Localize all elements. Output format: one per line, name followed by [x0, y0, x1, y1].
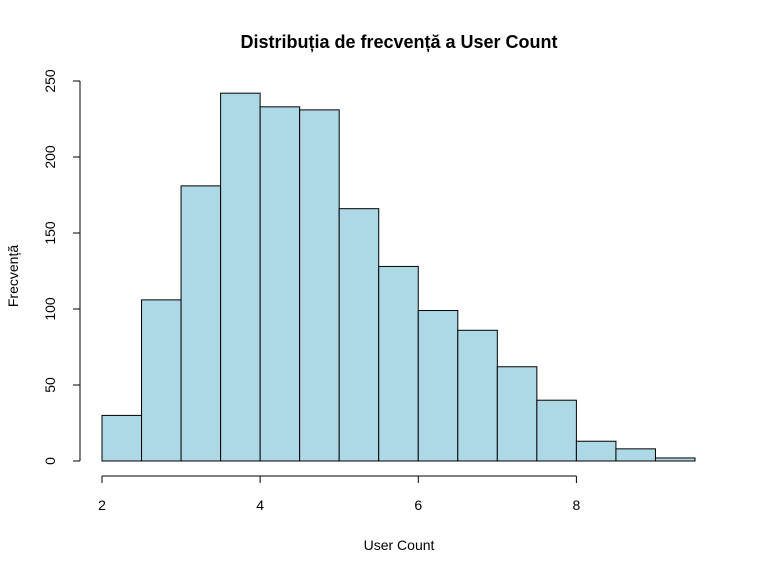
- histogram-bar: [220, 92, 261, 462]
- bars-group: [101, 92, 696, 462]
- y-tick-label: 0: [42, 457, 58, 465]
- histogram-bar: [654, 457, 696, 462]
- histogram-bar: [141, 299, 182, 462]
- x-tick-label: 6: [414, 497, 422, 513]
- histogram-bar: [338, 208, 380, 462]
- y-axis-label: Frecvență: [5, 245, 21, 307]
- histogram-bar: [615, 448, 656, 462]
- x-axis: 2 4 6 8: [98, 475, 581, 513]
- x-tick-label: 4: [256, 497, 264, 513]
- histogram-bar: [536, 399, 577, 462]
- histogram-bar: [259, 106, 301, 462]
- histogram-bar: [457, 329, 498, 462]
- y-tick-label: 100: [42, 297, 58, 321]
- x-tick-label: 8: [573, 497, 581, 513]
- y-tick-label: 200: [42, 145, 58, 169]
- histogram-bar: [101, 414, 143, 462]
- y-tick-label: 150: [42, 221, 58, 245]
- y-tick-label: 50: [42, 377, 58, 393]
- histogram-bar: [299, 109, 340, 462]
- y-tick-label: 250: [42, 69, 58, 93]
- histogram-bar: [417, 310, 459, 462]
- chart-title: Distribuția de frecvență a User Count: [240, 32, 557, 52]
- x-tick-label: 2: [98, 497, 106, 513]
- histogram-bar: [180, 185, 222, 462]
- histogram-bar: [378, 265, 419, 462]
- histogram-bar: [496, 366, 538, 462]
- y-axis: 0 50 100 150 200 250: [42, 69, 81, 465]
- x-axis-label: User Count: [364, 537, 435, 553]
- histogram-bar: [575, 440, 617, 462]
